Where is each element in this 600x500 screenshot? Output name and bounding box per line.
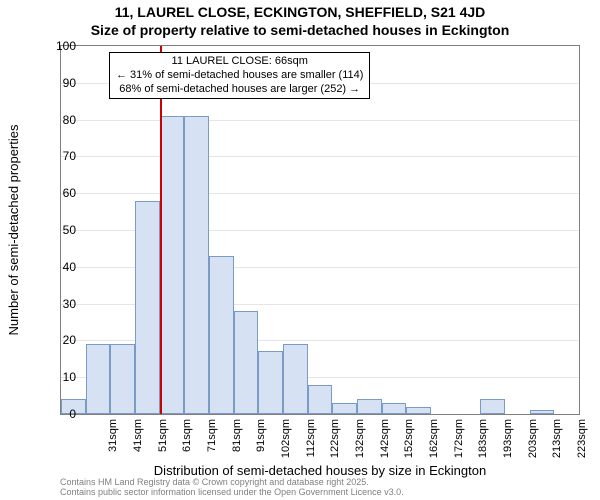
x-tick-label: 112sqm — [305, 419, 317, 459]
x-tick-label: 213sqm — [551, 419, 563, 459]
histogram-bar — [86, 344, 111, 414]
x-axis-label: Distribution of semi-detached houses by … — [60, 463, 580, 478]
y-tick-label: 50 — [46, 223, 76, 237]
annotation-line-3: 68% of semi-detached houses are larger (… — [116, 83, 363, 97]
property-marker-line — [160, 46, 162, 414]
y-tick-label: 100 — [46, 39, 76, 53]
x-tick-label: 102sqm — [280, 419, 292, 459]
x-tick-label: 203sqm — [527, 419, 539, 459]
histogram-bar — [357, 399, 382, 414]
histogram-bar — [110, 344, 135, 414]
footer-attribution: Contains HM Land Registry data © Crown c… — [60, 478, 404, 498]
x-tick-label: 152sqm — [403, 419, 415, 459]
histogram-bar — [209, 256, 234, 414]
histogram-bar — [135, 201, 160, 414]
x-tick-label: 51sqm — [157, 419, 169, 459]
x-tick-label: 61sqm — [181, 419, 193, 459]
histogram-bar — [406, 407, 431, 414]
annotation-line-2: ← 31% of semi-detached houses are smalle… — [116, 69, 363, 83]
histogram-bar — [480, 399, 505, 414]
y-tick-label: 40 — [46, 260, 76, 274]
x-tick-label: 91sqm — [255, 419, 267, 459]
x-tick-label: 122sqm — [329, 419, 341, 459]
y-tick-label: 0 — [46, 407, 76, 421]
gridline — [61, 193, 579, 194]
y-tick-label: 80 — [46, 113, 76, 127]
footer-line-2: Contains public sector information licen… — [60, 488, 404, 498]
histogram-bar — [332, 403, 357, 414]
y-axis-label: Number of semi-detached properties — [6, 125, 21, 336]
y-tick-label: 20 — [46, 333, 76, 347]
histogram-bar — [382, 403, 407, 414]
y-tick-label: 90 — [46, 76, 76, 90]
histogram-bar — [234, 311, 259, 414]
histogram-bar — [184, 116, 209, 414]
y-tick-label: 60 — [46, 186, 76, 200]
gridline — [61, 120, 579, 121]
y-tick-label: 70 — [46, 149, 76, 163]
plot-area: 11 LAUREL CLOSE: 66sqm← 31% of semi-deta… — [60, 45, 580, 415]
x-tick-label: 81sqm — [231, 419, 243, 459]
x-tick-label: 41sqm — [132, 419, 144, 459]
annotation-line-1: 11 LAUREL CLOSE: 66sqm — [116, 55, 363, 69]
x-tick-label: 172sqm — [453, 419, 465, 459]
y-tick-label: 10 — [46, 370, 76, 384]
histogram-bar — [160, 116, 185, 414]
annotation-box: 11 LAUREL CLOSE: 66sqm← 31% of semi-deta… — [109, 52, 370, 99]
histogram-bar — [308, 385, 333, 414]
chart-title-description: Size of property relative to semi-detach… — [0, 22, 600, 38]
x-tick-label: 162sqm — [428, 419, 440, 459]
histogram-bar — [530, 410, 555, 414]
histogram-bar — [258, 351, 283, 414]
x-tick-label: 193sqm — [502, 419, 514, 459]
chart-title-address: 11, LAUREL CLOSE, ECKINGTON, SHEFFIELD, … — [0, 4, 600, 20]
x-tick-label: 223sqm — [576, 419, 588, 459]
chart-container: 11, LAUREL CLOSE, ECKINGTON, SHEFFIELD, … — [0, 0, 600, 500]
histogram-bar — [283, 344, 308, 414]
x-tick-label: 183sqm — [477, 419, 489, 459]
y-tick-label: 30 — [46, 297, 76, 311]
x-tick-label: 132sqm — [354, 419, 366, 459]
x-tick-label: 71sqm — [206, 419, 218, 459]
gridline — [61, 156, 579, 157]
x-tick-label: 31sqm — [107, 419, 119, 459]
x-tick-label: 142sqm — [379, 419, 391, 459]
